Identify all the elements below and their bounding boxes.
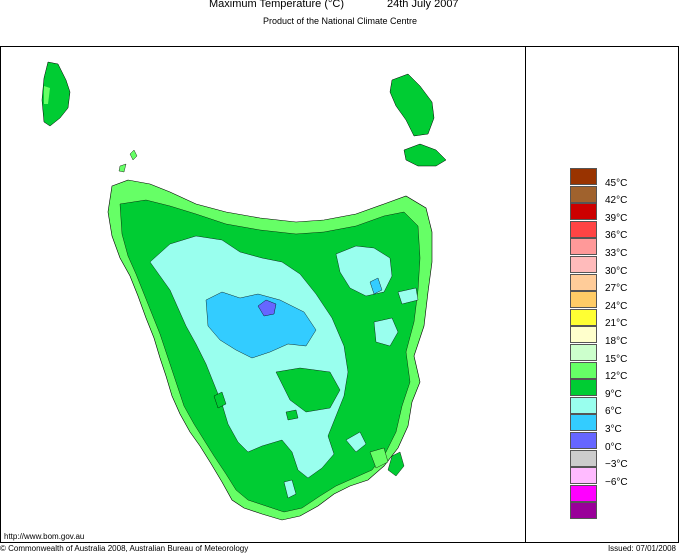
- copyright-notice: © Commonwealth of Australia 2008, Austra…: [0, 544, 249, 553]
- legend-label: −6°C: [605, 476, 628, 488]
- legend-label: 42°C: [605, 195, 628, 207]
- legend-swatch: [570, 238, 597, 256]
- legend-label: 45°C: [605, 177, 628, 189]
- legend-swatch: [570, 449, 597, 467]
- map-frame: [0, 46, 679, 543]
- legend-label: 0°C: [605, 441, 622, 453]
- legend-label: 9°C: [605, 388, 622, 400]
- legend-swatch: [570, 414, 597, 432]
- coldest-spot: [257, 299, 277, 317]
- legend-label: 24°C: [605, 300, 628, 312]
- legend-swatch: [570, 256, 597, 273]
- legend-label: 12°C: [605, 371, 628, 383]
- legend-swatch: [570, 168, 597, 185]
- flinders-island: [389, 73, 435, 137]
- legend-swatch: [570, 484, 597, 502]
- legend-swatch: [570, 432, 597, 449]
- legend-label: 21°C: [605, 318, 628, 330]
- legend-swatch: [570, 396, 597, 414]
- legend-swatch: [570, 308, 597, 326]
- legend-swatch: [570, 361, 597, 379]
- king-island: [41, 61, 71, 127]
- legend-swatch: [570, 220, 597, 238]
- cape-barren-island: [403, 143, 447, 167]
- legend-label: 36°C: [605, 230, 628, 242]
- legend-swatch: [570, 203, 597, 221]
- legend-label: 3°C: [605, 424, 622, 435]
- legend-label: 27°C: [605, 283, 628, 295]
- tasmania-temperature-map: [41, 61, 447, 521]
- legend-label: 39°C: [605, 212, 628, 224]
- legend-label: 15°C: [605, 353, 628, 365]
- legend-swatch: [570, 326, 597, 344]
- legend-label: −3°C: [605, 459, 628, 471]
- issued-date: Issued: 07/01/2008: [607, 544, 676, 553]
- map-date: 24th July 2007: [387, 0, 459, 10]
- legend-swatch: [570, 344, 597, 361]
- legend-label: 6°C: [605, 406, 622, 418]
- legend-label: 33°C: [605, 248, 628, 259]
- frame-divider: [525, 46, 526, 543]
- legend-label: 18°C: [605, 336, 628, 347]
- legend-swatch: [570, 291, 597, 309]
- legend-label: 30°C: [605, 265, 628, 277]
- legend-swatch: [570, 185, 597, 203]
- legend-swatch: [570, 467, 597, 485]
- bom-url[interactable]: http://www.bom.gov.au: [4, 532, 85, 541]
- legend-swatch: [570, 502, 597, 520]
- legend-swatch: [570, 379, 597, 397]
- map-title: Maximum Temperature (°C): [209, 0, 345, 10]
- legend-swatch: [570, 273, 597, 291]
- map-subtitle: Product of the National Climate Centre: [262, 16, 418, 26]
